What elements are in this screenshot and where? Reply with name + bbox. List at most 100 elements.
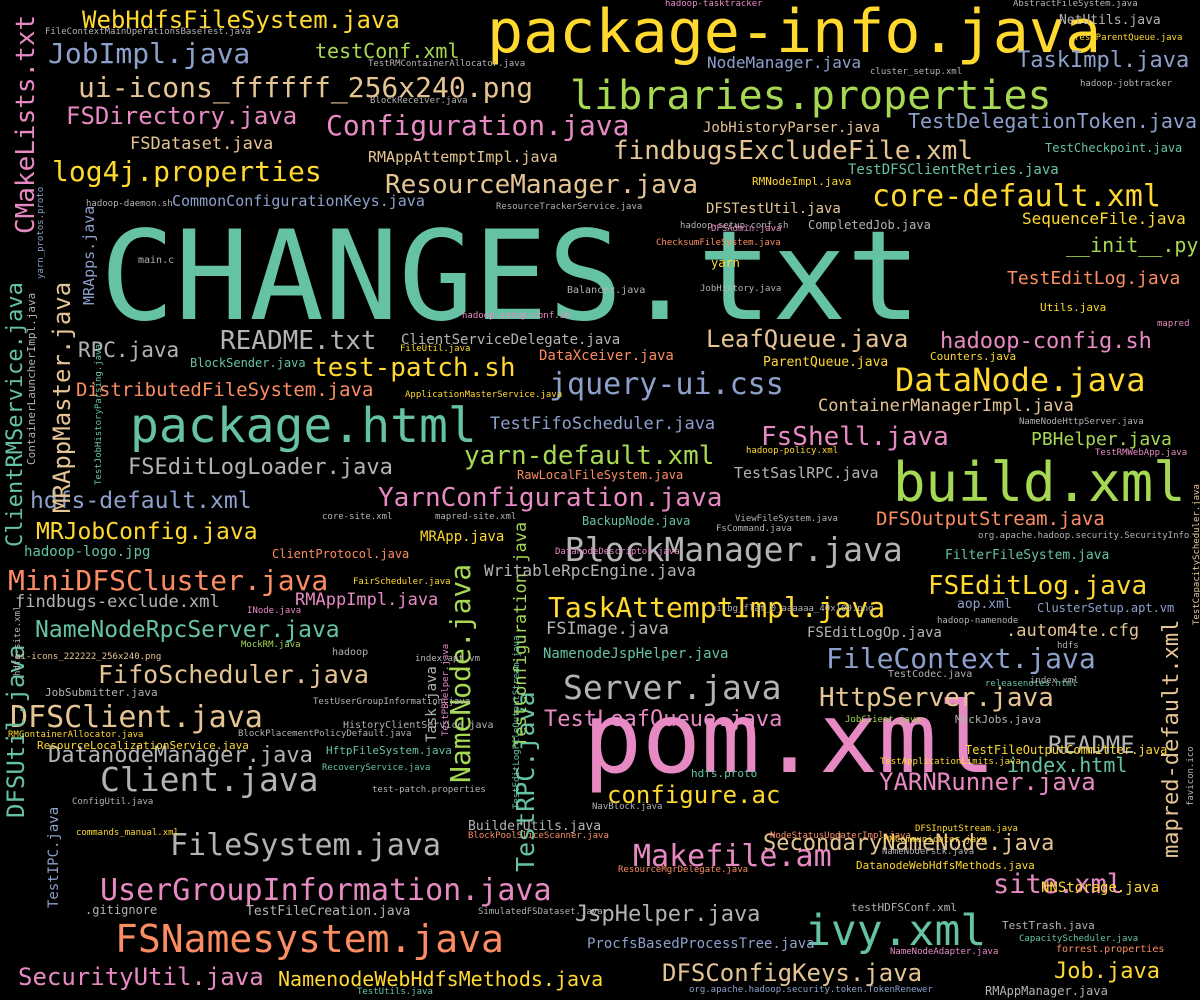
word-cloud-term: DFSOutputStream.java [876,508,1105,530]
word-cloud-term: hadoop-setup-conf.sh [680,221,789,231]
word-cloud-term: CapacityScheduler.java [1019,934,1139,944]
word-cloud-term: DatanodeDescriptor.java [555,547,680,557]
word-cloud-term: UserGroupInformation.java [100,873,552,908]
word-cloud-term: BlockManager.java [565,530,903,569]
word-cloud-term: TestCapacityScheduler.java [1192,484,1200,625]
word-cloud-term: FSNamesystem.java [115,917,504,961]
word-cloud-term: FsShell.java [761,422,949,452]
word-cloud-term: hdfs-site.xml [13,605,23,676]
word-cloud-term: commands_manual.xml [76,828,179,838]
word-cloud-term: RMNodeImpl.java [752,175,852,188]
word-cloud-term: JobHistoryParser.java [703,120,881,136]
word-cloud-term: build.xml [893,451,1186,514]
word-cloud-term: TestUtils.java [357,987,433,997]
word-cloud-term: MockJobs.java [955,713,1042,726]
word-cloud-term: RPC.java [78,338,180,362]
word-cloud-term: TestLeafQueue.java [544,707,783,732]
word-cloud-term: org.apache.hadoop.security.SecurityInfo [978,531,1190,541]
word-cloud-term: CompletedJob.java [808,218,931,232]
word-cloud-term: JspHelper.java [575,902,761,927]
word-cloud-term: index.xml [1030,676,1079,686]
word-cloud-term: CommonConfigurationKeys.java [172,192,425,210]
word-cloud-term: ResourceTrackerService.java [496,202,643,212]
word-cloud-term: NamenodeWebHdfsMethods.java [278,967,604,991]
word-cloud-term: Server.java [563,668,782,707]
word-cloud-term: JobImpl.java [48,37,251,70]
word-cloud-term: __init__.py [1066,233,1199,257]
word-cloud-term: TestDFSClientRetries.java [848,162,1059,178]
word-cloud-term: ContainerManagerImpl.java [818,396,1074,416]
word-cloud-term: FSEditLogLoader.java [128,455,393,480]
word-cloud-term: ContainerLauncherImpl.java [25,292,38,465]
word-cloud-term: RMAppImpl.java [295,590,439,610]
word-cloud-term: NodeManager.java [707,53,862,72]
word-cloud-term: configure.ac [607,781,781,809]
word-cloud-term: FsCommand.java [716,524,792,534]
word-cloud-term: Balancer.java [567,285,646,296]
word-cloud-term: TestEditLogFileOutputStream.java [512,635,522,809]
word-cloud-term: NetUtils.java [1059,13,1161,28]
word-cloud-term: TestPBHelper.java [441,643,451,736]
word-cloud-term: NameNodeAdapter.java [890,947,999,957]
word-cloud-term: FSImage.java [546,619,669,639]
word-cloud-term: RMAppManager.java [985,984,1108,998]
word-cloud-term: SecondaryNameNode.java [763,831,1055,856]
word-cloud-term: LeafQueue.java [706,325,909,353]
word-cloud-term: hadoop-jobtracker [1080,79,1173,89]
word-cloud-term: Job.java [1054,959,1160,984]
word-cloud-term: ivy.xml [805,906,987,956]
word-cloud-term: DFSConfigKeys.java [662,959,923,987]
word-cloud-term: Makefile.am [633,839,832,874]
word-cloud-term: core-default.xml [872,179,1161,214]
word-cloud-term: TestFifoScheduler.java [490,414,716,434]
word-cloud-term: NNStorage.java [1041,880,1160,896]
word-cloud-term: forrest.properties [1056,944,1165,955]
word-cloud-term: RMContainerAllocator.java [8,730,144,740]
word-cloud-term: HttpServer.java [819,683,1054,713]
word-cloud-term: DatanodeWebHdfsMethods.java [856,859,1035,872]
word-cloud-term: ClientProtocol.java [272,547,410,561]
word-cloud-term: TestEditLog.java [1007,268,1181,289]
word-cloud-term: ui-icons_ffffff_256x240.png [78,71,534,104]
word-cloud-term: ApplicationMasterService.java [405,390,563,400]
word-cloud-term: TestJobHistoryParsing.java [94,344,104,485]
word-cloud-term: MiniDFSCluster.java [8,564,329,597]
word-cloud-term: yarn [711,256,740,270]
word-cloud-term: TestRMContainerAllocator.java [368,59,526,69]
word-cloud-term: TestApplicationLimits.java [880,757,1021,767]
word-cloud-term: BackupNode.java [582,514,691,528]
word-cloud-term: TestRMWebApp.java [1095,448,1188,458]
word-cloud-term: NameNodeHttpServer.java [1019,417,1144,427]
word-cloud-term: TestFileOutputCommitter.java [965,743,1168,757]
word-cloud-term: DFSTestUtil.java [706,201,841,217]
word-cloud-term: TestCodec.java [888,669,973,680]
word-cloud-term: DFSAdmin.java [711,224,782,234]
word-cloud-term: test-patch.sh [312,353,516,383]
word-cloud-term: MRAppMaster.java [48,281,76,513]
word-cloud-term: TestUserGroupInformation.java [313,697,471,707]
word-cloud-term: mapred-default.xml [1159,619,1184,858]
word-cloud-term: FifoScheduler.java [98,660,369,689]
word-cloud-term: SequenceFile.java [1022,209,1186,228]
word-cloud-term: FilterFileSystem.java [945,548,1110,563]
word-cloud-term: hadoop [332,647,369,658]
word-cloud-term: org.apache.hadoop.security.token.TokenRe… [689,985,933,995]
word-cloud-term: ClientRMService.java [3,282,28,547]
word-cloud-term: NameNodeFsck.java [882,847,975,857]
word-cloud-term: package-info.java [487,0,1102,67]
word-cloud-term: ConfigUtil.java [72,797,154,807]
word-cloud-term: hadoop-daemon.sh [86,199,173,209]
word-cloud-term: MockRM.java [241,640,301,650]
word-cloud-term: pom.xml [583,682,997,796]
word-cloud-term: TestIPC.java [46,806,62,908]
word-cloud-term: MRApps.java [80,205,98,305]
word-cloud-term: DatanodeManager.java [48,743,313,768]
word-cloud-term: BlockPoolSliceScanner.java [468,831,609,841]
word-cloud-term: RMAppAttemptImpl.java [368,148,558,166]
word-cloud-term: AbstractFileSystem.java [1013,0,1138,9]
word-cloud-term: ui-bg_flat_0_aaaaaa_40x100.png [711,604,874,614]
word-cloud-term: FileContext.java [826,642,1096,675]
word-cloud-term: hadoop-namenode [937,616,1019,626]
word-cloud-term: MRApp.java [420,529,505,545]
word-cloud-term: TaskImpl.java [1017,48,1190,73]
